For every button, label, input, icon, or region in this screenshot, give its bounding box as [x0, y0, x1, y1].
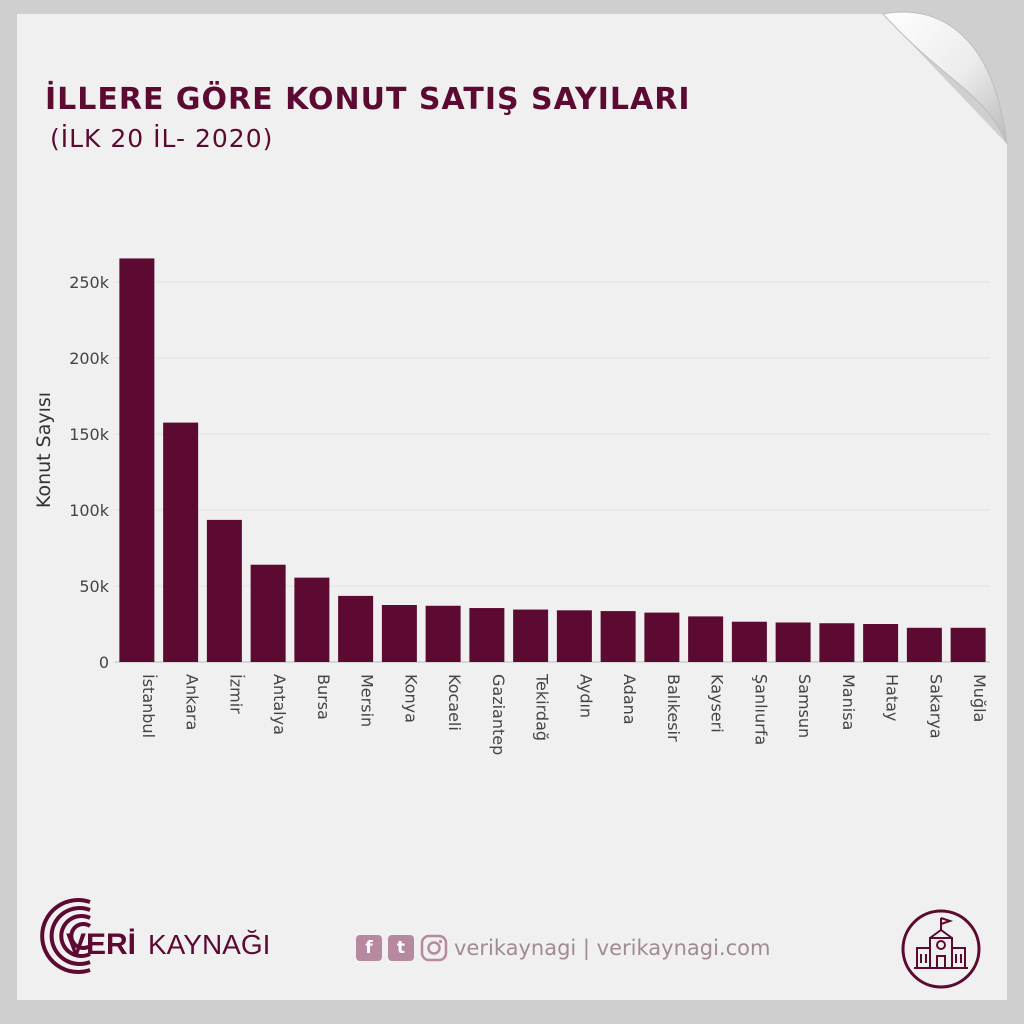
- brand-veri: VERİ: [66, 928, 136, 961]
- x-tick-label: Balıkesir: [664, 674, 683, 742]
- y-axis-ticks: 0 50k 100k 150k 200k 250k: [69, 273, 110, 672]
- chart-subtitle: (İLK 20 İL- 2020): [50, 124, 274, 153]
- facebook-icon[interactable]: f: [356, 935, 382, 961]
- social-handle[interactable]: verikaynagi | verikaynagi.com: [454, 936, 771, 960]
- social-links: f t verikaynagi | verikaynagi.com: [356, 930, 770, 966]
- veri-kaynagi-logo: VERİ KAYNAĞI: [40, 898, 270, 974]
- x-tick-label: Kayseri: [708, 674, 727, 733]
- bar[interactable]: [950, 627, 986, 662]
- bars: [119, 258, 986, 662]
- x-tick-label: Antalya: [270, 674, 289, 735]
- x-tick-label: Ankara: [183, 674, 202, 730]
- school-building-icon: [901, 909, 981, 989]
- twitter-icon[interactable]: t: [388, 935, 414, 961]
- bar[interactable]: [688, 616, 724, 662]
- x-tick-label: Şanlıurfa: [751, 674, 770, 745]
- bar[interactable]: [863, 624, 899, 662]
- x-tick-label: Hatay: [883, 674, 902, 721]
- y-axis-label: Konut Sayısı: [33, 392, 55, 508]
- y-tick-label: 200k: [69, 349, 110, 368]
- x-tick-label: Gaziantep: [489, 674, 508, 755]
- x-tick-label: Manisa: [839, 674, 858, 730]
- x-tick-label: Adana: [620, 674, 639, 725]
- y-tick-label: 50k: [79, 577, 109, 596]
- bar[interactable]: [513, 609, 549, 662]
- brand-kaynagi: KAYNAĞI: [148, 929, 270, 960]
- x-tick-label: İstanbul: [139, 674, 158, 738]
- bar[interactable]: [906, 627, 942, 662]
- bar[interactable]: [469, 608, 505, 662]
- bar[interactable]: [381, 605, 417, 662]
- x-axis-ticks: İstanbul Ankara İzmir Antalya Bursa Mersin Kon…: [139, 673, 989, 755]
- x-tick-label: İzmir: [226, 674, 245, 714]
- bar[interactable]: [556, 610, 592, 662]
- bar[interactable]: [250, 564, 286, 662]
- bar[interactable]: [731, 621, 767, 662]
- x-tick-label: Sakarya: [926, 674, 945, 739]
- bar[interactable]: [644, 612, 680, 662]
- x-tick-label: Kocaeli: [445, 674, 464, 731]
- bar[interactable]: [819, 623, 855, 662]
- x-tick-label: Aydın: [576, 674, 595, 718]
- bar[interactable]: [600, 611, 636, 662]
- y-tick-label: 100k: [69, 501, 110, 520]
- y-tick-label: 0: [99, 653, 109, 672]
- y-tick-label: 150k: [69, 425, 110, 444]
- bar[interactable]: [338, 595, 374, 662]
- y-tick-label: 250k: [69, 273, 110, 292]
- page-curl: [882, 11, 1008, 145]
- x-tick-label: Samsun: [795, 674, 814, 738]
- x-tick-label: Mersin: [358, 674, 377, 727]
- bar[interactable]: [775, 622, 811, 662]
- x-tick-label: Bursa: [314, 674, 333, 720]
- grid-lines: [115, 281, 990, 663]
- x-tick-label: Konya: [401, 674, 420, 723]
- bar[interactable]: [425, 605, 461, 662]
- bar[interactable]: [206, 519, 242, 662]
- x-tick-label: Muğla: [970, 674, 989, 722]
- chart-title: İLLERE GÖRE KONUT SATIŞ SAYILARI: [45, 82, 691, 117]
- x-tick-label: Tekirdağ: [533, 673, 552, 741]
- bar[interactable]: [294, 577, 330, 662]
- instagram-icon[interactable]: [420, 934, 448, 962]
- bar[interactable]: [119, 258, 155, 662]
- bar[interactable]: [163, 422, 199, 662]
